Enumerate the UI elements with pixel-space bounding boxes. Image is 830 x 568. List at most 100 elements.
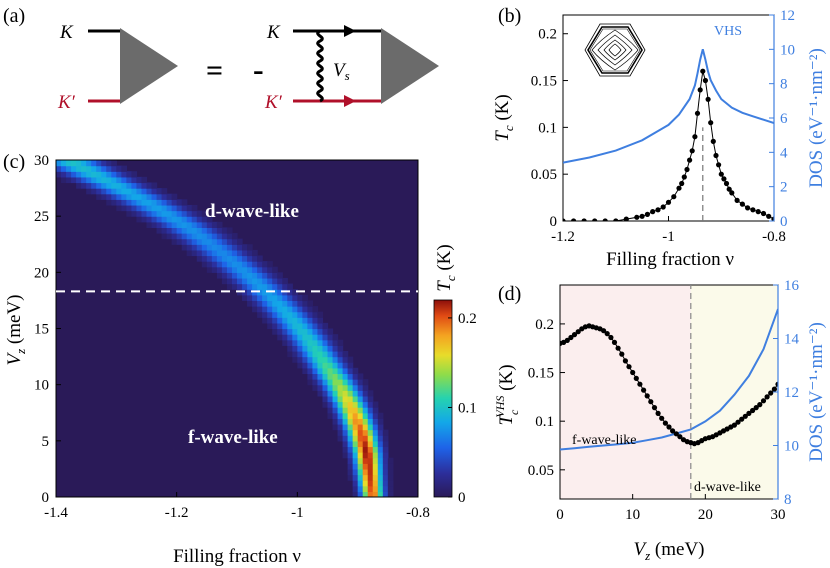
heatmap-ytick-label: 0 [42,490,50,506]
heatmap-cell [267,266,273,273]
heatmap-cell [242,261,248,268]
b-tc-point [710,138,716,144]
heatmap-cell [216,244,223,251]
heatmap-cell [337,390,344,397]
heatmap-cell [327,334,334,341]
heatmap-cell [342,418,349,425]
heatmap-cell [362,480,369,487]
heatmap-cell [387,457,394,464]
minus-sign: - [253,51,264,87]
heatmap-cell [352,407,359,414]
heatmap-cell [171,193,178,200]
heatmap-cell [347,474,354,481]
equals-sign: = [206,54,223,87]
heatmap-cell [352,480,359,487]
heatmap-cell [287,306,293,313]
heatmap-cell [146,193,153,200]
heatmap-cell [377,423,384,431]
heatmap-cell [131,204,138,212]
heatmap-ytick-label: 30 [34,153,49,169]
heatmap-cell [231,244,238,251]
heatmap-cell [347,395,354,403]
heatmap-cell [231,255,238,262]
heatmap-cell [322,356,329,363]
heatmap-cell [151,182,158,189]
b-tc-points [563,68,774,221]
heatmap-cell [357,379,364,386]
heatmap-cell [171,210,178,217]
heatmap-cell [161,216,168,223]
heatmap-cell [357,446,364,453]
heatmap-cell [282,294,288,302]
heatmap-cell [362,395,369,403]
heatmap-cell [171,233,178,240]
heatmap-cell [201,233,208,240]
heatmap-cell [352,429,359,436]
heatmap-cell [352,395,359,403]
heatmap-cell [66,176,72,184]
heatmap-cell [312,339,319,346]
heatmap-cell [141,176,148,184]
heatmap-cell [357,485,364,492]
heatmap-cell [337,373,344,380]
heatmap-cell [121,171,127,178]
heatmap-cell [312,334,319,341]
d-xtick-label: 20 [698,507,713,523]
heatmap-cell [297,300,303,307]
heatmap-cell [176,199,183,206]
heatmap-cell [237,277,243,285]
heatmap-cell [362,474,369,481]
heatmap-cell [221,277,228,285]
heatmap-cell [247,277,253,285]
heatmap-cell [116,171,122,178]
heatmap-cell [277,328,283,335]
heatmap-cell [382,429,389,436]
heatmap-cell [131,182,138,189]
d-tc-point [601,328,607,334]
heatmap-cell [387,468,394,476]
heatmap-cell [101,193,107,200]
heatmap-cell [191,216,198,223]
heatmap-cell [176,216,183,223]
heatmap-cell [322,390,329,397]
heatmap-cell [307,350,314,358]
colorbar-tick-label: 0.1 [458,400,477,416]
heatmap-cell [161,227,168,234]
heatmap-cell [287,322,293,330]
heatmap-cell [96,193,102,200]
heatmap-cell [71,171,77,178]
d-xtick-label: 30 [771,507,786,523]
heatmap-cell [66,160,72,167]
heatmap-cell [352,491,359,497]
heatmap-cell [221,266,228,273]
d-tc-point [764,394,770,400]
heatmap-cell [171,204,178,212]
heatmap-cell [322,367,329,375]
heatmap-cell [277,272,283,279]
heatmap-cell [91,182,97,189]
heatmap-cell [226,277,233,285]
heatmap-cell [181,210,188,217]
heatmap-cell [211,266,218,273]
heatmap-cell [226,233,233,240]
vertex-triangle-right [381,28,439,104]
heatmap-cell [71,165,77,172]
heatmap-cell [206,255,213,262]
heatmap-cell [342,401,349,408]
heatmap-cell [242,272,248,279]
heatmap-cell [76,182,82,189]
heatmap-cell [191,221,198,228]
heatmap-cell [136,176,143,184]
panel-a-label: (a) [3,5,25,27]
heatmap-cell [332,367,339,375]
heatmap-cell [211,244,218,251]
heatmap-cell [282,339,288,346]
heatmap-cell [136,204,143,212]
heatmap-cell [61,171,67,178]
d-ytick-label: 0.05 [528,463,554,479]
heatmap-cell [342,423,349,431]
heatmap-cell [292,322,298,330]
heatmap-cell [262,277,268,285]
b-tc-point [679,180,685,187]
heatmap-cell [337,350,344,358]
